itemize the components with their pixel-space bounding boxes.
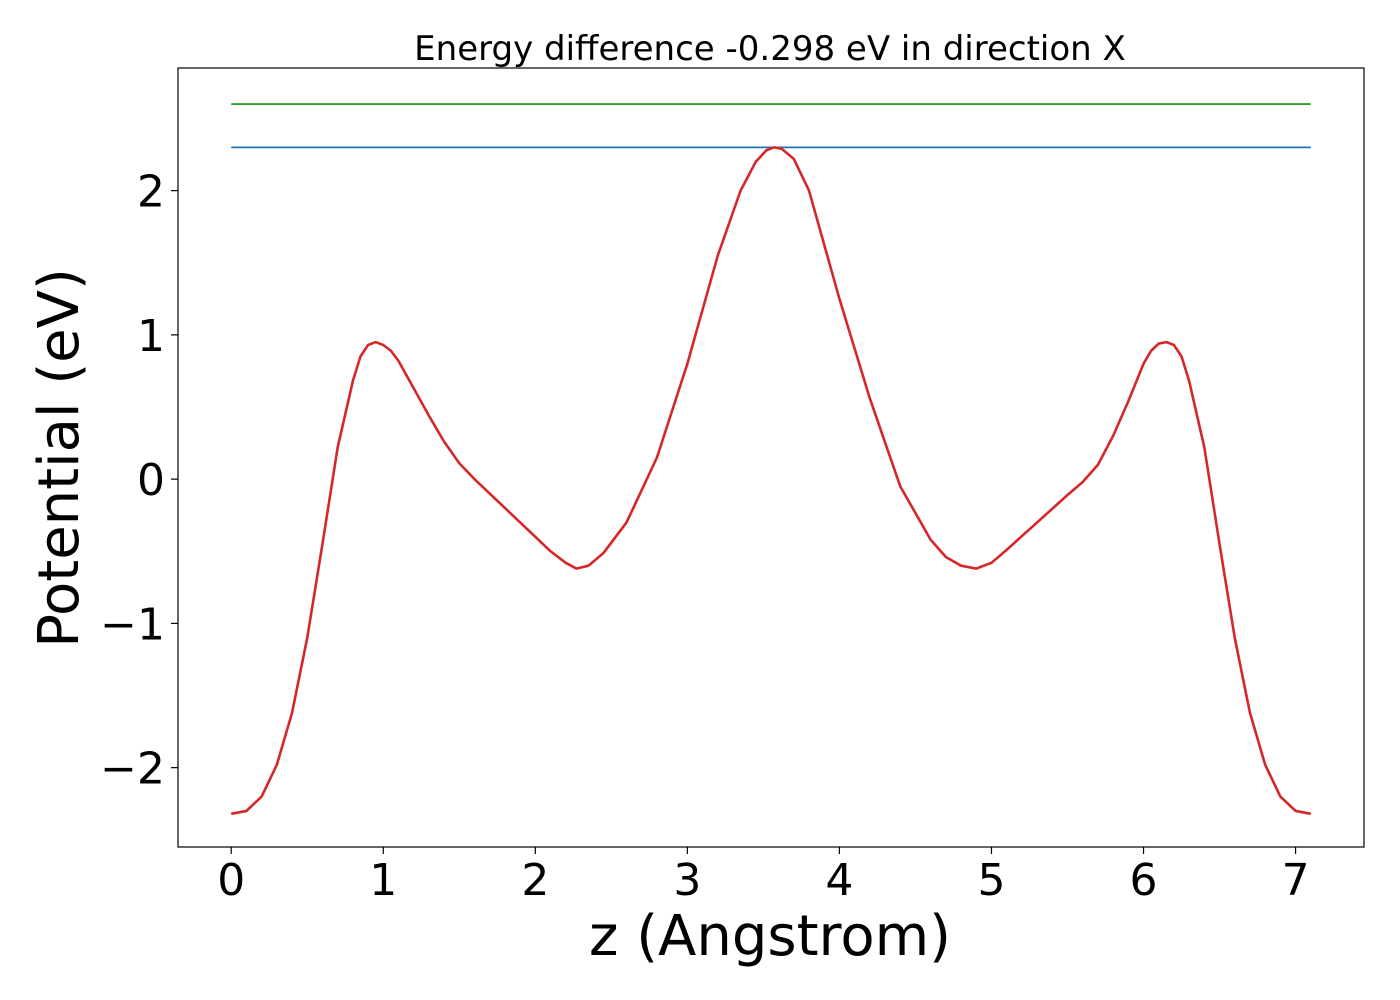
y-tick-label: 0 — [137, 455, 165, 506]
axes-frame — [177, 67, 1365, 848]
x-tick-label: 4 — [825, 855, 853, 906]
x-tick-label: 5 — [977, 855, 1005, 906]
y-tick-label: 1 — [137, 311, 165, 362]
y-tick-label: −2 — [100, 744, 165, 795]
y-tick-label: −1 — [100, 599, 165, 650]
x-tick-label: 2 — [521, 855, 549, 906]
x-tick-label: 7 — [1282, 855, 1310, 906]
x-tick-label: 6 — [1130, 855, 1158, 906]
x-tick-label: 1 — [369, 855, 397, 906]
x-tick-label: 3 — [673, 855, 701, 906]
series-line-2 — [230, 146, 1312, 816]
chart-title: Energy difference -0.298 eV in direction… — [414, 29, 1126, 69]
x-tick-label: 0 — [217, 855, 245, 906]
y-tick-label: 2 — [137, 167, 165, 218]
x-axis-label: z (Angstrom) — [589, 904, 951, 969]
y-axis-label: Potential (eV) — [27, 268, 92, 648]
plot-area: 0 1 2 3 4 5 6 7 −2 −1 0 1 2 — [100, 67, 1365, 906]
